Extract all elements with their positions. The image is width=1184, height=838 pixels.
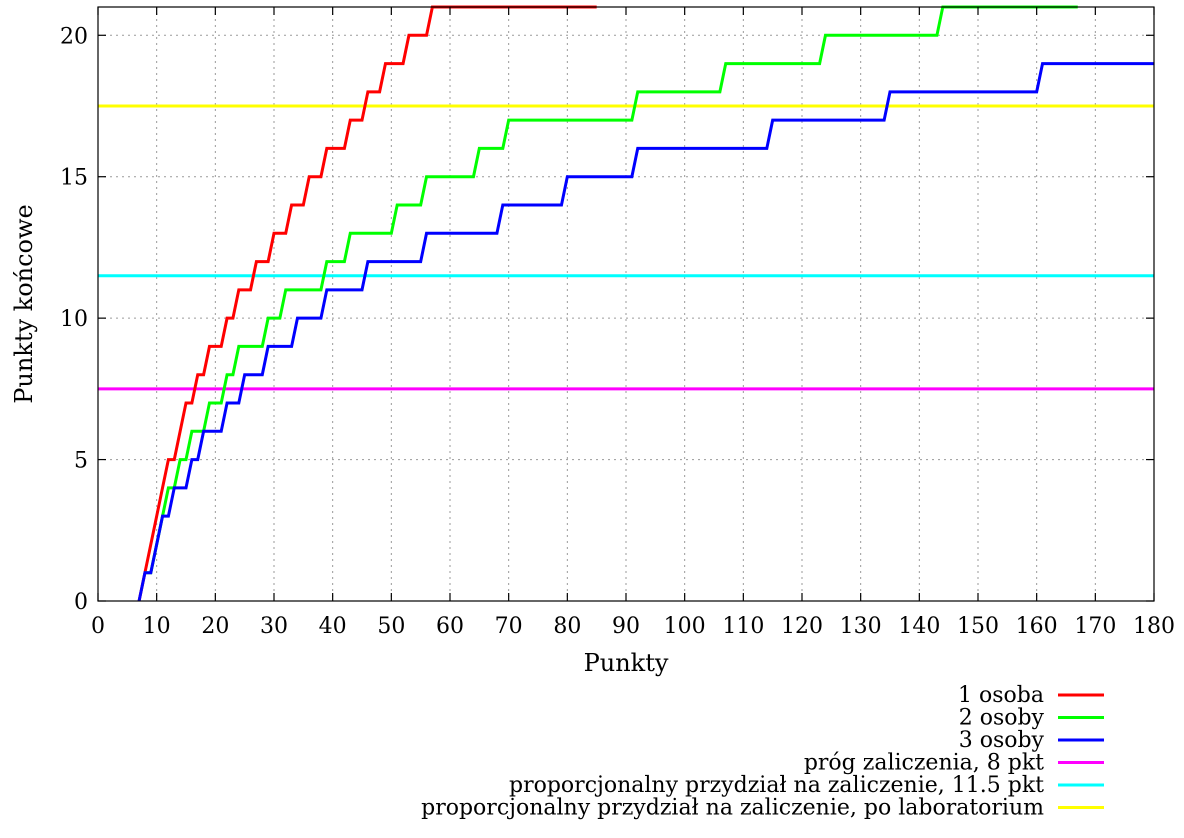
series-1-line bbox=[139, 7, 597, 601]
legend-label: proporcjonalny przydział na zaliczenie, … bbox=[509, 773, 1044, 798]
y-tick-label: 5 bbox=[74, 449, 88, 474]
x-tick-labels: 0 10 20 30 40 50 60 70 80 90 100 110 120 130 140 150 160… bbox=[91, 614, 1175, 639]
legend-label: 3 osoby bbox=[959, 728, 1045, 753]
series-3-line bbox=[139, 64, 1154, 601]
x-tick-label: 80 bbox=[553, 614, 581, 639]
y-tick-labels: 0 5 10 15 20 bbox=[60, 24, 88, 615]
y-tick-label: 20 bbox=[60, 24, 88, 49]
y-tick-label: 10 bbox=[60, 307, 88, 332]
x-tick-label: 0 bbox=[91, 614, 105, 639]
x-tick-label: 70 bbox=[495, 614, 523, 639]
x-tick-label: 90 bbox=[612, 614, 640, 639]
x-tick-label: 50 bbox=[377, 614, 405, 639]
legend-label: próg zaliczenia, 8 pkt bbox=[804, 751, 1044, 776]
x-axis-title: Punkty bbox=[584, 649, 669, 677]
series-lines bbox=[139, 7, 1154, 601]
grid bbox=[98, 7, 1154, 601]
legend-label: proporcjonalny przydział na zaliczenie, … bbox=[421, 796, 1044, 821]
y-axis-title: Punkty końcowe bbox=[10, 204, 38, 404]
y-tick-label: 15 bbox=[60, 166, 88, 191]
x-tick-label: 150 bbox=[957, 614, 999, 639]
x-tick-label: 100 bbox=[664, 614, 706, 639]
x-tick-label: 20 bbox=[201, 614, 229, 639]
x-tick-label: 180 bbox=[1133, 614, 1175, 639]
x-tick-label: 40 bbox=[319, 614, 347, 639]
x-tick-label: 140 bbox=[898, 614, 940, 639]
y-tick-label: 0 bbox=[74, 590, 88, 615]
x-tick-label: 120 bbox=[781, 614, 823, 639]
x-tick-label: 10 bbox=[143, 614, 171, 639]
x-tick-label: 160 bbox=[1016, 614, 1058, 639]
x-tick-label: 130 bbox=[840, 614, 882, 639]
x-tick-label: 170 bbox=[1074, 614, 1116, 639]
x-tick-label: 110 bbox=[722, 614, 764, 639]
legend-label: 2 osoby bbox=[959, 706, 1045, 731]
x-tick-label: 30 bbox=[260, 614, 288, 639]
legend-label: 1 osoba bbox=[958, 683, 1044, 708]
x-tick-label: 60 bbox=[436, 614, 464, 639]
